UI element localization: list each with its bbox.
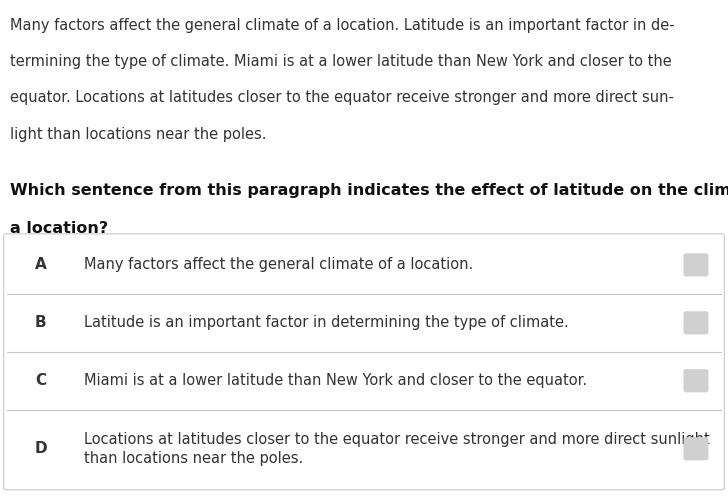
- Text: A: A: [35, 258, 47, 272]
- FancyBboxPatch shape: [684, 437, 708, 460]
- Text: a location?: a location?: [10, 221, 108, 236]
- FancyBboxPatch shape: [4, 234, 724, 490]
- Text: light than locations near the poles.: light than locations near the poles.: [10, 127, 266, 142]
- Text: D: D: [35, 442, 47, 456]
- Text: Latitude is an important factor in determining the type of climate.: Latitude is an important factor in deter…: [84, 316, 569, 330]
- Text: B: B: [35, 316, 47, 330]
- Text: C: C: [35, 373, 46, 388]
- FancyBboxPatch shape: [684, 311, 708, 335]
- Text: Many factors affect the general climate of a location. Latitude is an important : Many factors affect the general climate …: [10, 18, 675, 33]
- Text: Many factors affect the general climate of a location.: Many factors affect the general climate …: [84, 258, 473, 272]
- Text: Which sentence from this paragraph indicates the effect of latitude on the clima: Which sentence from this paragraph indic…: [10, 183, 728, 198]
- FancyBboxPatch shape: [684, 369, 708, 392]
- Text: equator. Locations at latitudes closer to the equator receive stronger and more : equator. Locations at latitudes closer t…: [10, 90, 674, 105]
- Text: than locations near the poles.: than locations near the poles.: [84, 451, 303, 466]
- Text: termining the type of climate. Miami is at a lower latitude than New York and cl: termining the type of climate. Miami is …: [10, 54, 672, 69]
- Text: Miami is at a lower latitude than New York and closer to the equator.: Miami is at a lower latitude than New Yo…: [84, 373, 587, 388]
- FancyBboxPatch shape: [684, 253, 708, 276]
- Text: Locations at latitudes closer to the equator receive stronger and more direct su: Locations at latitudes closer to the equ…: [84, 432, 710, 447]
